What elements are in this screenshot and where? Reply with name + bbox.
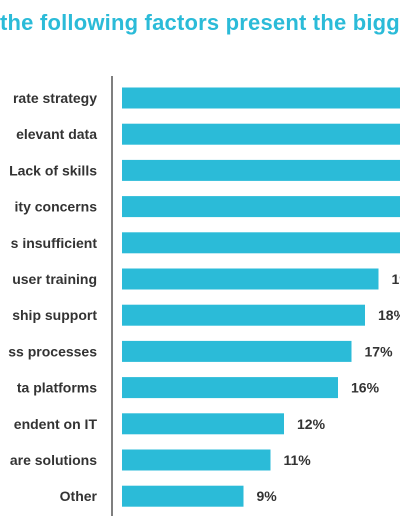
value-label: 18% bbox=[378, 307, 400, 323]
category-label: ss processes bbox=[8, 343, 97, 359]
value-label: 17% bbox=[365, 343, 394, 359]
value-label: 16% bbox=[351, 380, 380, 396]
bar bbox=[122, 304, 365, 326]
category-label: ship support bbox=[12, 307, 97, 323]
bar bbox=[122, 340, 352, 362]
bar bbox=[122, 485, 244, 507]
category-label: are solutions bbox=[10, 452, 97, 468]
category-label: Other bbox=[60, 488, 98, 504]
category-label: ta platforms bbox=[17, 380, 97, 396]
bar bbox=[122, 232, 400, 254]
bar bbox=[122, 87, 400, 109]
category-label: ity concerns bbox=[15, 199, 98, 215]
bar bbox=[122, 123, 400, 145]
bar bbox=[122, 377, 338, 399]
category-label: s insufficient bbox=[11, 235, 98, 251]
bar bbox=[122, 159, 400, 181]
category-label: user training bbox=[12, 271, 97, 287]
value-label: 9% bbox=[257, 488, 278, 504]
bar bbox=[122, 449, 271, 471]
value-label: 19 bbox=[392, 271, 400, 287]
category-label: elevant data bbox=[16, 126, 97, 142]
value-label: 11% bbox=[284, 452, 312, 468]
bar bbox=[122, 268, 379, 290]
category-label: Lack of skills bbox=[9, 162, 97, 178]
bars-group: rate strategy elevant data Lack of skills i… bbox=[8, 87, 400, 507]
category-label: endent on IT bbox=[14, 416, 98, 432]
bar bbox=[122, 196, 400, 218]
bar bbox=[122, 413, 284, 435]
chart-title: the following factors present the bigg bbox=[0, 10, 400, 35]
value-label: 12% bbox=[297, 416, 326, 432]
category-label: rate strategy bbox=[13, 90, 97, 106]
